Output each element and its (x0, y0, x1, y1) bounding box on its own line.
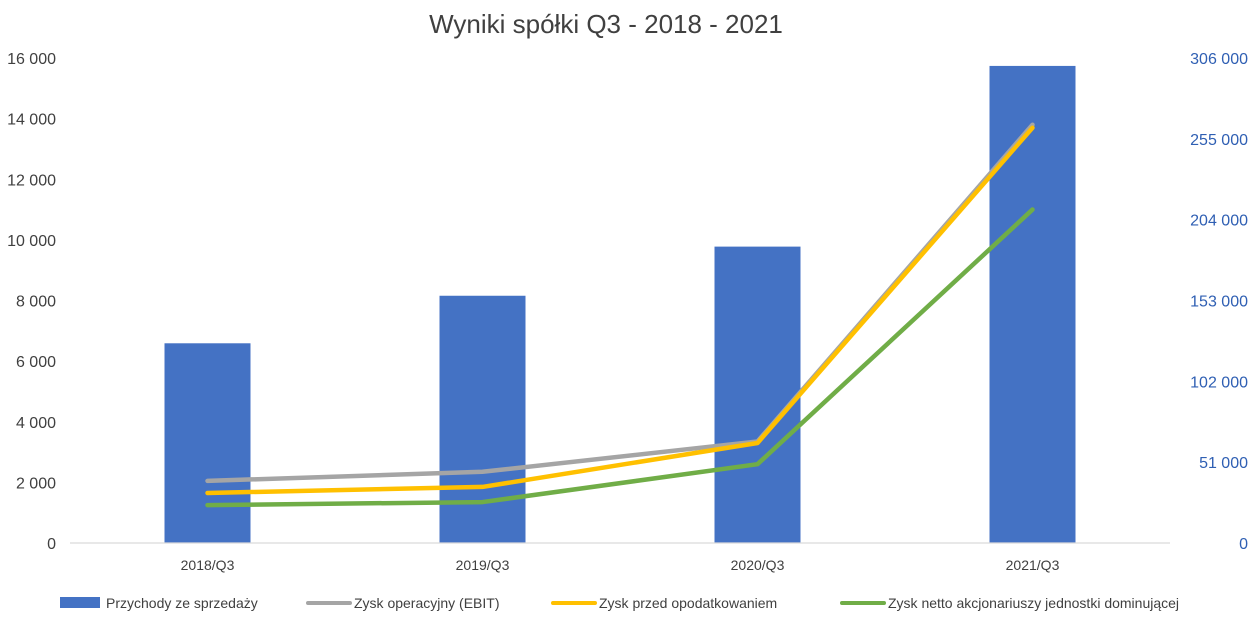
lines-layer (205, 122, 1035, 508)
bar-2020-q3 (714, 246, 801, 544)
legend-item: Przychody ze sprzedaży (60, 595, 258, 611)
line-series-3 (205, 207, 1035, 508)
legend-swatch (60, 597, 100, 608)
x-tick-label: 2021/Q3 (1006, 557, 1060, 573)
line-series-2 (205, 125, 1035, 496)
line-series-1 (205, 122, 1035, 484)
right-tick-label: 153 000 (1190, 294, 1248, 311)
bar-2018-q3 (164, 343, 251, 543)
legend: Przychody ze sprzedaży Zysk operacyjny (E… (60, 595, 1179, 611)
bar-2019-q3 (439, 295, 526, 543)
legend-label: Przychody ze sprzedaży (106, 595, 258, 611)
right-tick-label: 306 000 (1190, 51, 1248, 68)
right-tick-label: 51 000 (1199, 455, 1248, 472)
left-tick-label: 8 000 (16, 294, 56, 311)
x-axis-ticks: 2018/Q3 2019/Q3 2020/Q3 2021/Q3 (181, 557, 1060, 573)
right-tick-label: 255 000 (1190, 132, 1248, 149)
left-tick-label: 4 000 (16, 415, 56, 432)
legend-label: Zysk netto akcjonariuszy jednostki domin… (888, 595, 1179, 611)
left-tick-label: 14 000 (7, 112, 56, 129)
x-tick-label: 2020/Q3 (731, 557, 785, 573)
left-tick-label: 12 000 (7, 172, 56, 189)
legend-item: Zysk operacyjny (EBIT) (306, 595, 499, 611)
right-tick-label: 0 (1239, 536, 1248, 553)
right-tick-label: 102 000 (1190, 374, 1248, 391)
x-tick-label: 2019/Q3 (456, 557, 510, 573)
bar-2021-q3 (989, 65, 1076, 544)
left-tick-label: 6 000 (16, 354, 56, 371)
legend-label: Zysk przed opodatkowaniem (599, 595, 777, 611)
x-tick-label: 2018/Q3 (181, 557, 235, 573)
left-tick-label: 0 (47, 536, 56, 553)
right-tick-label: 204 000 (1190, 213, 1248, 230)
right-axis-ticks: 0 51 000 102 000 153 000 204 000 255 000 306 0… (1190, 51, 1248, 553)
left-tick-label: 10 000 (7, 233, 56, 250)
legend-label: Zysk operacyjny (EBIT) (354, 595, 499, 611)
legend-item: Zysk netto akcjonariuszy jednostki domin… (840, 595, 1179, 611)
left-tick-label: 16 000 (7, 51, 56, 68)
left-tick-label: 2 000 (16, 475, 56, 492)
bars-layer (164, 65, 1076, 544)
legend-item: Zysk przed opodatkowaniem (551, 595, 777, 611)
chart-title: Wyniki spółki Q3 - 2018 - 2021 (429, 9, 783, 39)
left-axis-ticks: 0 2 000 4 000 6 000 8 000 10 000 12 000 14 000 1… (7, 51, 56, 553)
